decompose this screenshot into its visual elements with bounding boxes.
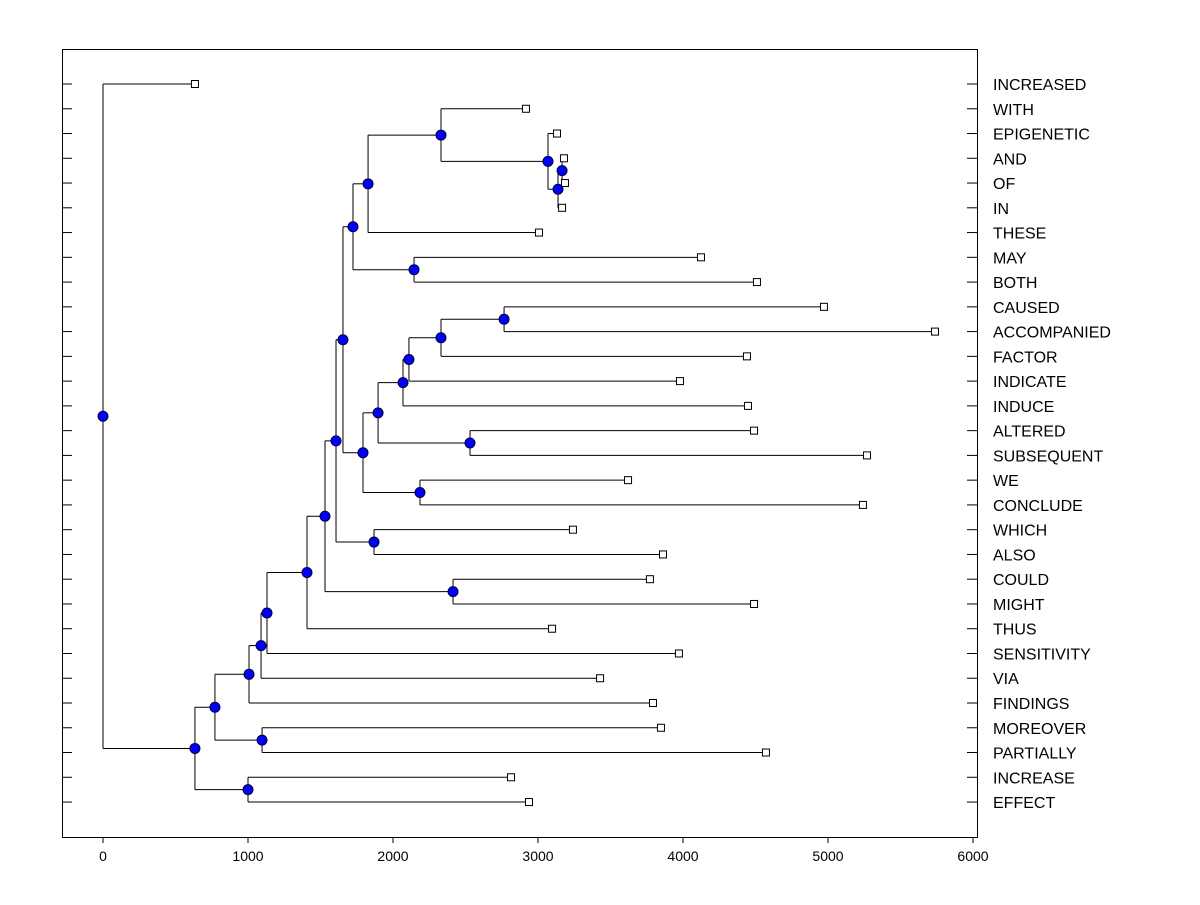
leaf-label: SUBSEQUENT [993,448,1103,465]
leaf-marker [931,327,940,336]
leaf-label: MAY [993,250,1027,267]
leaf-label: VIA [993,671,1019,688]
leaf-label: FACTOR [993,349,1058,366]
leaf-label: PARTIALLY [993,746,1077,763]
leaf-marker [521,104,530,113]
cluster-node [357,447,369,459]
cluster-node [319,510,331,522]
x-tick-label: 0 [99,848,107,864]
x-tick-label: 2000 [377,848,408,864]
leaf-marker [535,228,544,237]
cluster-node [447,586,459,598]
leaf-label: ALSO [993,547,1036,564]
leaf-marker [858,500,867,509]
leaf-marker [696,253,705,262]
leaf-label: THUS [993,622,1037,639]
leaf-marker [658,550,667,559]
leaf-marker [190,80,199,88]
x-tick-label: 5000 [812,848,843,864]
cluster-node [261,607,273,619]
leaf-marker [656,723,665,732]
cluster-node [556,165,568,177]
leaf-label: WITH [993,102,1034,119]
cluster-node [255,640,267,652]
leaf-marker [596,674,605,683]
leaf-label: ACCOMPANIED [993,325,1111,342]
cluster-node [243,668,255,680]
leaf-label: EFFECT [993,795,1055,812]
leaf-label: INDUCE [993,399,1054,416]
cluster-node [242,784,254,796]
leaf-label: MIGHT [993,597,1045,614]
leaf-label: COULD [993,572,1049,589]
leaf-label: CAUSED [993,300,1060,317]
cluster-node [368,536,380,548]
leaf-marker [761,748,770,757]
leaf-marker [750,599,759,608]
cluster-node [552,183,564,195]
cluster-node [397,377,409,389]
leaf-marker [752,278,761,287]
cluster-node [362,178,374,190]
cluster-node [347,221,359,233]
leaf-marker [742,352,751,361]
leaf-marker [648,699,657,707]
leaf-label: BOTH [993,275,1037,292]
leaf-marker [819,302,828,311]
cluster-node [189,742,201,754]
cluster-node [372,407,384,419]
leaf-marker [548,624,557,633]
leaf-marker [552,129,561,138]
leaf-label: INCREASED [993,77,1086,94]
cluster-node [435,129,447,141]
leaf-label: WHICH [993,523,1047,540]
cluster-node [330,435,342,447]
leaf-marker [863,451,872,460]
leaf-label: CONCLUDE [993,498,1083,515]
leaf-marker [559,154,568,163]
cluster-node [301,566,313,578]
leaf-marker [624,476,633,485]
leaf-label: MOREOVER [993,721,1086,738]
x-tick-label: 3000 [522,848,553,864]
leaf-label: INDICATE [993,374,1066,391]
cluster-node [97,410,109,422]
cluster-node [408,264,420,276]
cluster-node [542,155,554,167]
leaf-label: SENSITIVITY [993,646,1091,663]
leaf-marker [645,575,654,584]
leaf-marker [674,649,683,658]
leaf-label: ALTERED [993,424,1066,441]
cluster-node [337,334,349,346]
leaf-label: THESE [993,226,1046,243]
leaf-label: EPIGENETIC [993,127,1090,144]
leaf-label: INCREASE [993,770,1075,787]
leaf-label: FINDINGS [993,696,1069,713]
cluster-node [414,487,426,499]
cluster-node [498,313,510,325]
plot-frame [62,49,978,838]
cluster-node [209,701,221,713]
cluster-node [256,734,268,746]
cluster-node [464,437,476,449]
x-tick-label: 1000 [232,848,263,864]
leaf-marker [507,773,516,782]
leaf-label: IN [993,201,1009,218]
leaf-label: WE [993,473,1019,490]
cluster-node [435,332,447,344]
leaf-marker [525,798,534,807]
leaf-marker [743,401,752,410]
leaf-marker [560,179,569,188]
leaf-label: OF [993,176,1015,193]
x-tick-label: 4000 [667,848,698,864]
leaf-marker [675,377,684,386]
leaf-marker [568,525,577,534]
leaf-marker [750,426,759,435]
x-tick-label: 6000 [957,848,988,864]
leaf-marker [558,203,567,212]
leaf-label: AND [993,151,1027,168]
cluster-node [403,353,415,365]
